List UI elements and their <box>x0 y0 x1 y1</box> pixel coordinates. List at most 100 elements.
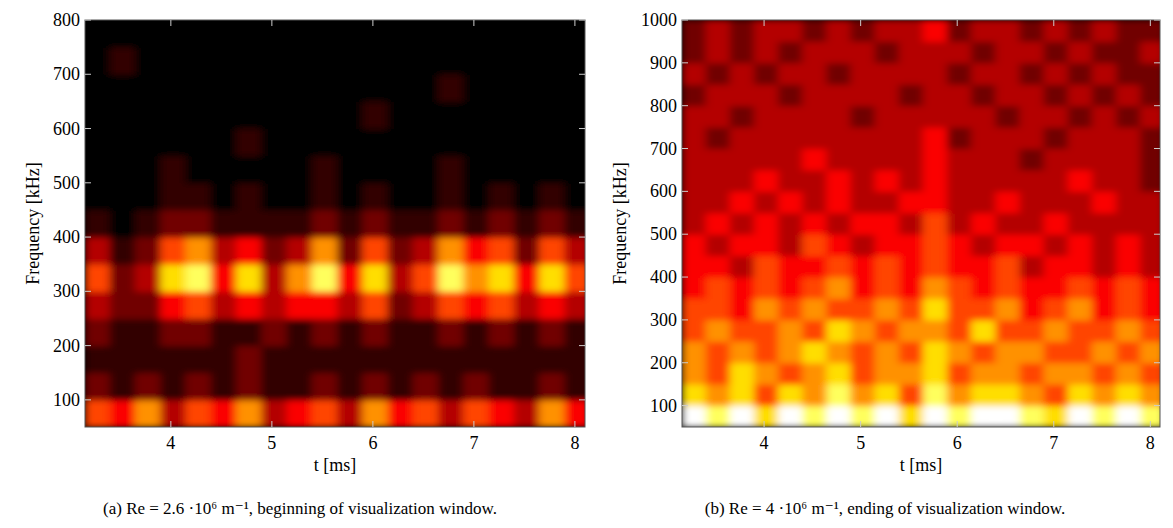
cell <box>1019 234 1044 256</box>
spectrogram <box>85 20 585 427</box>
cell <box>362 345 388 373</box>
y-tick <box>579 399 585 400</box>
x-tick <box>574 20 575 26</box>
cell <box>971 298 996 320</box>
cell <box>261 128 287 156</box>
cell <box>539 20 565 48</box>
cell <box>826 62 851 84</box>
cell <box>923 277 948 299</box>
cell <box>1092 319 1117 341</box>
cell <box>850 212 875 234</box>
cell <box>312 20 338 48</box>
cell <box>362 372 388 400</box>
cell <box>923 20 948 42</box>
plot-frame <box>682 20 1160 427</box>
cell <box>489 237 515 265</box>
cell <box>706 20 731 42</box>
y-tick-label: 500 <box>650 224 677 244</box>
cell <box>1044 20 1069 42</box>
cell <box>706 298 731 320</box>
cell <box>995 41 1020 63</box>
cell <box>995 405 1020 427</box>
cell <box>160 155 186 183</box>
cell <box>1068 41 1093 63</box>
cell <box>261 372 287 400</box>
cell <box>186 291 212 319</box>
cell <box>1019 277 1044 299</box>
cell <box>539 345 565 373</box>
cell <box>1068 255 1093 277</box>
cell <box>413 74 439 102</box>
cell <box>875 127 900 149</box>
cell <box>947 362 972 384</box>
cell <box>564 101 585 129</box>
cell <box>778 191 803 213</box>
cell <box>754 212 779 234</box>
cell <box>971 191 996 213</box>
cell <box>730 255 755 277</box>
cell <box>160 182 186 210</box>
cell <box>730 84 755 106</box>
cell <box>135 372 161 400</box>
cell <box>211 128 237 156</box>
cell <box>186 345 212 373</box>
cell <box>923 319 948 341</box>
cell <box>489 345 515 373</box>
cell <box>947 212 972 234</box>
x-tick-label: 8 <box>570 433 579 453</box>
cell <box>438 209 464 237</box>
cell <box>85 74 111 102</box>
cell <box>489 20 515 48</box>
cell <box>947 277 972 299</box>
x-tick <box>473 20 474 26</box>
cell <box>706 105 731 127</box>
cell <box>850 319 875 341</box>
cell <box>1019 148 1044 170</box>
cell <box>1092 84 1117 106</box>
cell <box>826 362 851 384</box>
cell <box>875 105 900 127</box>
cell <box>135 345 161 373</box>
cell <box>826 191 851 213</box>
cell <box>706 212 731 234</box>
cell <box>1044 298 1069 320</box>
cell <box>1044 41 1069 63</box>
cell <box>261 345 287 373</box>
cell <box>463 291 489 319</box>
cell <box>1116 341 1141 363</box>
cell <box>754 148 779 170</box>
cell <box>826 405 851 427</box>
cell <box>730 362 755 384</box>
cell <box>287 399 313 427</box>
cell <box>135 155 161 183</box>
cell <box>802 384 827 406</box>
cell <box>135 128 161 156</box>
cell <box>754 62 779 84</box>
cell <box>160 209 186 237</box>
cell <box>85 155 111 183</box>
cell <box>186 101 212 129</box>
cell <box>899 234 924 256</box>
cell <box>110 47 136 75</box>
cell <box>826 169 851 191</box>
x-tick <box>372 421 373 427</box>
cell <box>287 101 313 129</box>
y-tick-label: 200 <box>53 336 80 356</box>
y-tick <box>579 182 585 183</box>
cell <box>1116 62 1141 84</box>
cell <box>438 291 464 319</box>
cell <box>1116 105 1141 127</box>
cell <box>923 148 948 170</box>
cell <box>261 20 287 48</box>
cell <box>923 298 948 320</box>
cell <box>1092 362 1117 384</box>
cell <box>754 341 779 363</box>
cell <box>899 255 924 277</box>
cell <box>706 62 731 84</box>
cell <box>778 362 803 384</box>
x-tick <box>1053 20 1054 26</box>
cell <box>1140 298 1160 320</box>
cell <box>110 20 136 48</box>
cell <box>1140 169 1160 191</box>
cell <box>489 372 515 400</box>
